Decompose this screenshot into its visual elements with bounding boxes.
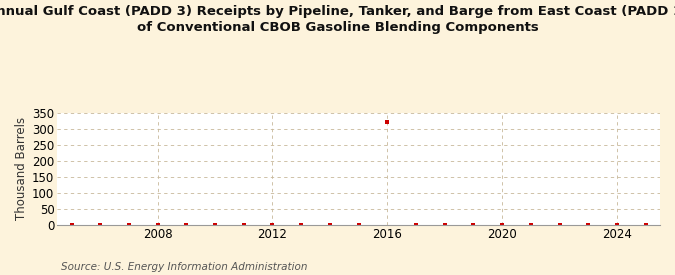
Text: Source: U.S. Energy Information Administration: Source: U.S. Energy Information Administ… [61, 262, 307, 272]
Text: Annual Gulf Coast (PADD 3) Receipts by Pipeline, Tanker, and Barge from East Coa: Annual Gulf Coast (PADD 3) Receipts by P… [0, 6, 675, 34]
Y-axis label: Thousand Barrels: Thousand Barrels [15, 117, 28, 220]
